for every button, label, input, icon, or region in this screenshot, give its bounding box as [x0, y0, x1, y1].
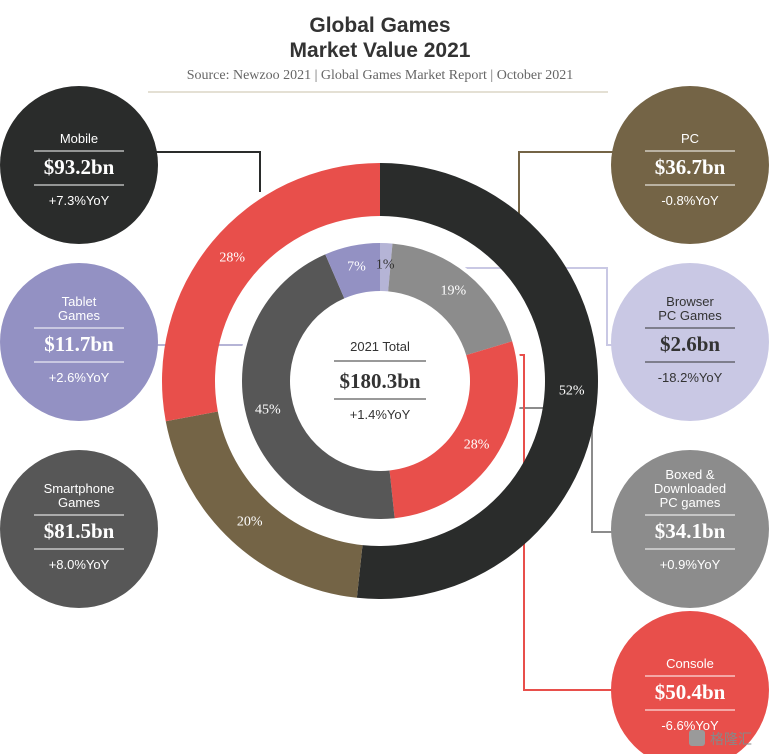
callout-tablet-label: Games: [58, 308, 100, 323]
outer-slice-mobile: [356, 163, 599, 600]
callout-smartphone-yoy: +8.0%YoY: [49, 557, 110, 572]
outer-slice-label-pc: 20%: [237, 514, 263, 529]
inner-slice-label-browser-pc-games: 1%: [376, 257, 395, 272]
callout-browser-yoy: -18.2%YoY: [658, 370, 723, 385]
inner-slice-tablet-games: [325, 243, 380, 299]
outer-slice-label-console: 28%: [219, 251, 245, 266]
chart-source: Source: Newzoo 2021 | Global Games Marke…: [187, 68, 574, 83]
inner-slice-boxed-downloaded-pc-games: [388, 243, 513, 356]
callout-console-value: $50.4bn: [655, 680, 726, 704]
callout-console-yoy: -6.6%YoY: [661, 718, 719, 733]
chart-title-line2: Market Value 2021: [290, 39, 471, 62]
outer-slice-console: [161, 163, 380, 422]
callout-smartphone-label: Smartphone: [44, 481, 115, 496]
callout-boxed-label: Boxed &: [665, 467, 714, 482]
callout-mobile: Mobile $93.2bn +7.3%YoY: [0, 86, 158, 244]
callout-pc-yoy: -0.8%YoY: [661, 193, 719, 208]
callout-boxed-value: $34.1bn: [655, 519, 726, 543]
callout-mobile-value: $93.2bn: [44, 155, 115, 179]
callout-mobile-label: Mobile: [60, 131, 98, 146]
callout-browser-label: Browser: [666, 294, 714, 309]
callout-console-circle: [611, 611, 769, 754]
callout-browser-label: PC Games: [658, 308, 722, 323]
callout-smartphone-circle: [0, 450, 158, 608]
leader-mobile: [138, 151, 261, 192]
callout-mobile-yoy: +7.3%YoY: [49, 193, 110, 208]
callout-browser-value: $2.6bn: [660, 332, 720, 356]
callout-boxed-circle: [611, 450, 769, 608]
callout-console: Console $50.4bn -6.6%YoY: [611, 611, 769, 754]
callout-boxed-yoy: +0.9%YoY: [660, 557, 721, 572]
callout-smartphone-value: $81.5bn: [44, 519, 115, 543]
center-total-yoy: +1.4%YoY: [350, 407, 411, 422]
callout-pc-label: PC: [681, 131, 699, 146]
percent-labels: 52% 20% 28% 1% 19% 28% 45% 7%: [219, 251, 584, 530]
callout-tablet-value: $11.7bn: [44, 332, 114, 356]
inner-slice-label-boxed-downloaded-pc-games: 19%: [441, 283, 467, 298]
inner-slice-console: [389, 341, 518, 519]
callout-boxed-label: Downloaded: [654, 481, 726, 496]
callout-mobile-circle: [0, 86, 158, 244]
center-total: 2021 Total $180.3bn +1.4%YoY: [334, 339, 426, 422]
leader-pc: [518, 151, 622, 214]
callout-console-label: Console: [666, 656, 714, 671]
inner-ring: [241, 243, 518, 520]
center-total-value: $180.3bn: [339, 369, 420, 393]
outer-slice-label-mobile: 52%: [559, 383, 585, 398]
watermark-text: 格隆汇: [710, 732, 752, 748]
callout-smartphone-label: Games: [58, 495, 100, 510]
callout-tablet-circle: [0, 263, 158, 421]
outer-slice-pc: [165, 411, 363, 598]
callout-tablet-label: Tablet: [62, 294, 97, 309]
watermark: 格隆汇: [689, 730, 752, 748]
inner-slice-label-console: 28%: [464, 437, 490, 452]
inner-slice-smartphone-games: [241, 254, 395, 520]
inner-slice-label-tablet-games: 7%: [347, 260, 366, 275]
watermark-logo-icon: [689, 730, 705, 746]
callout-pc-circle: [611, 86, 769, 244]
callout-boxed-label: PC games: [660, 495, 721, 510]
center-total-label: 2021 Total: [350, 339, 410, 354]
callout-tablet-yoy: +2.6%YoY: [49, 370, 110, 385]
callout-pc: PC $36.7bn -0.8%YoY: [611, 86, 769, 244]
callout-pc-value: $36.7bn: [655, 155, 726, 179]
chart-title: Global Games: [309, 14, 450, 37]
callout-browser-circle: [611, 263, 769, 421]
inner-slice-browser-pc-games: [380, 243, 393, 292]
inner-slice-label-smartphone-games: 45%: [255, 403, 281, 418]
callout-bubbles: Mobile$93.2bn+7.3%YoYTabletGames$11.7bn+…: [0, 86, 769, 754]
